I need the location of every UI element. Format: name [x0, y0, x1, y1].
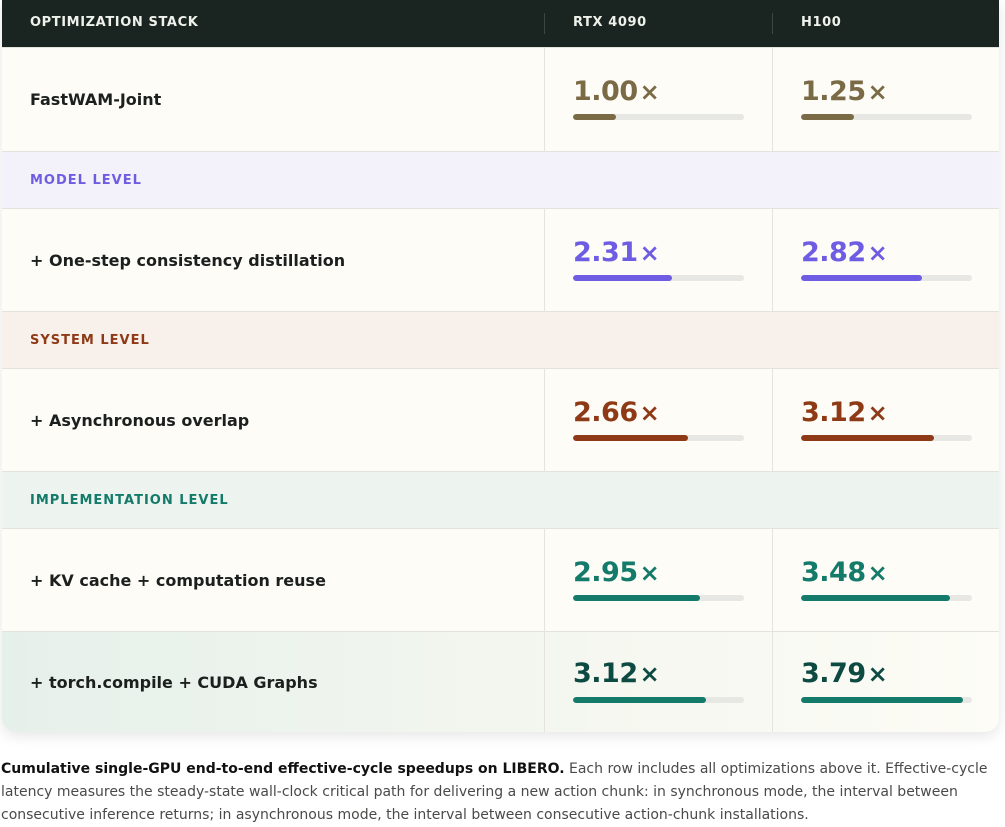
table-row-final: + torch.compile + CUDA Graphs 3.12× 3.79…	[2, 631, 999, 732]
caption-title: Cumulative single-GPU end-to-end effecti…	[1, 761, 565, 777]
column-divider	[772, 48, 773, 151]
row-label: + One-step consistency distillation	[30, 250, 346, 270]
speedup-table: OPTIMIZATION STACK RTX 4090 H100 FastWAM…	[2, 0, 999, 732]
header-divider	[544, 13, 545, 34]
rtx-speedup-bar-fill	[573, 435, 688, 441]
rtx-speedup-bar-fill	[573, 697, 707, 703]
column-divider	[544, 529, 545, 631]
section-implementation-level: IMPLEMENTATION LEVEL	[2, 471, 999, 528]
h100-speedup-bar	[801, 114, 972, 120]
h100-speedup-bar-fill	[801, 435, 935, 441]
rtx-speedup-bar-fill	[573, 114, 616, 120]
table-row: FastWAM-Joint 1.00× 1.25×	[2, 47, 999, 151]
h100-speedup-bar	[801, 595, 972, 601]
h100-cell: 3.12×	[772, 369, 999, 471]
h100-speedup-value: 3.48×	[801, 557, 888, 588]
row-label: + KV cache + computation reuse	[30, 570, 326, 590]
rtx-speedup-value: 2.66×	[573, 397, 660, 428]
column-divider	[772, 369, 773, 471]
h100-speedup-bar-fill	[801, 114, 854, 120]
column-divider	[544, 369, 545, 471]
section-label: IMPLEMENTATION LEVEL	[30, 492, 229, 508]
h100-speedup-bar-fill	[801, 275, 923, 281]
rtx-cell: 2.95×	[544, 529, 772, 631]
rtx-speedup-bar-fill	[573, 275, 673, 281]
h100-speedup-value: 3.12×	[801, 397, 888, 428]
column-divider	[772, 209, 773, 311]
column-divider	[544, 632, 545, 732]
row-label: + Asynchronous overlap	[30, 410, 250, 430]
rtx-speedup-bar	[573, 697, 744, 703]
section-label: MODEL LEVEL	[30, 172, 142, 188]
rtx-speedup-bar	[573, 275, 744, 281]
column-divider	[772, 529, 773, 631]
rtx-cell: 2.31×	[544, 209, 772, 311]
rtx-cell: 1.00×	[544, 48, 772, 151]
rtx-speedup-bar	[573, 114, 744, 120]
rtx-speedup-value: 3.12×	[573, 658, 660, 689]
column-divider	[544, 48, 545, 151]
rtx-speedup-bar-fill	[573, 595, 700, 601]
table-row: + Asynchronous overlap 2.66× 3.12×	[2, 368, 999, 471]
column-divider	[544, 209, 545, 311]
rtx-cell: 3.12×	[544, 632, 772, 732]
h100-speedup-bar-fill	[801, 697, 964, 703]
h100-cell: 3.79×	[772, 632, 999, 732]
row-label: + torch.compile + CUDA Graphs	[30, 672, 318, 692]
section-label: SYSTEM LEVEL	[30, 332, 150, 348]
row-label: FastWAM-Joint	[30, 90, 162, 109]
rtx-speedup-bar	[573, 595, 744, 601]
h100-speedup-value: 1.25×	[801, 76, 888, 107]
h100-cell: 3.48×	[772, 529, 999, 631]
column-divider	[772, 632, 773, 732]
h100-speedup-value: 2.82×	[801, 237, 888, 268]
header-rtx-4090: RTX 4090	[573, 15, 647, 30]
rtx-speedup-value: 2.31×	[573, 237, 660, 268]
table-caption: Cumulative single-GPU end-to-end effecti…	[1, 758, 1001, 827]
header-optimization-stack: OPTIMIZATION STACK	[30, 15, 199, 30]
section-model-level: MODEL LEVEL	[2, 151, 999, 208]
h100-speedup-bar	[801, 435, 972, 441]
table-row: + KV cache + computation reuse 2.95× 3.4…	[2, 528, 999, 631]
caption-text: Each row includes all optimizations abov…	[1, 761, 988, 823]
h100-cell: 2.82×	[772, 209, 999, 311]
h100-speedup-bar	[801, 697, 972, 703]
h100-speedup-bar-fill	[801, 595, 950, 601]
h100-cell: 1.25×	[772, 48, 999, 151]
header-divider	[772, 13, 773, 34]
h100-speedup-value: 3.79×	[801, 658, 888, 689]
rtx-speedup-bar	[573, 435, 744, 441]
table-header: OPTIMIZATION STACK RTX 4090 H100	[2, 0, 999, 47]
rtx-cell: 2.66×	[544, 369, 772, 471]
section-system-level: SYSTEM LEVEL	[2, 311, 999, 368]
h100-speedup-bar	[801, 275, 972, 281]
header-h100: H100	[801, 15, 842, 30]
rtx-speedup-value: 1.00×	[573, 76, 660, 107]
rtx-speedup-value: 2.95×	[573, 557, 660, 588]
table-row: + One-step consistency distillation 2.31…	[2, 208, 999, 311]
